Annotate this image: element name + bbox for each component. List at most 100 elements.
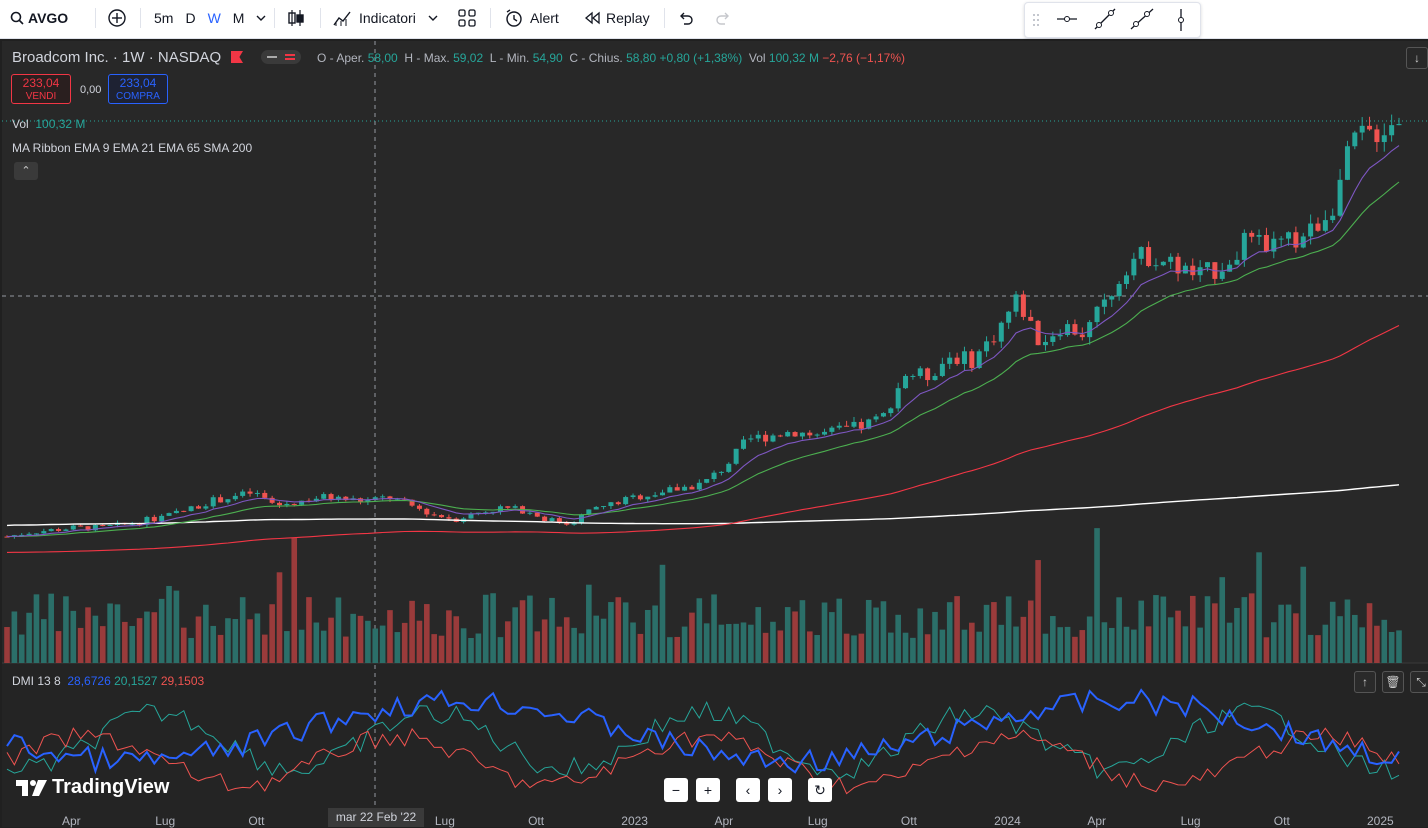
crosshair-date-label: mar 22 Feb '22	[328, 808, 424, 827]
scroll-left-button[interactable]: ‹	[736, 778, 760, 802]
compare-button[interactable]	[107, 0, 127, 36]
candle	[100, 525, 106, 527]
scroll-right-button[interactable]: ›	[768, 778, 792, 802]
volume-bar	[1116, 597, 1122, 663]
volume-bar	[755, 607, 762, 663]
vertical-line-icon[interactable]	[1178, 9, 1184, 31]
divider	[490, 8, 491, 28]
zoom-out-button[interactable]: −	[664, 778, 688, 802]
candle	[556, 518, 562, 523]
candle	[240, 491, 246, 496]
open-value: 58,00	[367, 51, 398, 65]
candle	[1263, 235, 1269, 252]
volume-bar	[328, 617, 334, 663]
timeframe-m[interactable]: M	[232, 10, 245, 26]
volume-bar	[880, 601, 887, 663]
volume-bar	[770, 621, 776, 663]
candle	[26, 533, 32, 535]
replay-button[interactable]: Replay	[584, 0, 650, 36]
candle	[873, 416, 879, 420]
volume-bar	[306, 597, 312, 663]
plus-di-value: 20,1527	[114, 674, 158, 688]
flag-icon[interactable]	[231, 51, 243, 63]
volume-bar	[357, 615, 364, 663]
volume-bar	[836, 598, 843, 663]
drag-handle-icon[interactable]	[1033, 14, 1039, 26]
symbol-search[interactable]: AVGO	[10, 0, 68, 36]
chart-area[interactable]: Broadcom Inc. · 1W · NASDAQ O - Aper. 58…	[2, 41, 1428, 828]
volume-bar	[1248, 593, 1255, 663]
timeframe-d[interactable]: D	[185, 10, 196, 26]
visibility-toggle[interactable]	[261, 50, 301, 64]
spread-value: 0,00	[80, 84, 102, 96]
volume-bar	[342, 636, 349, 663]
sell-button[interactable]: 233,04 VENDI	[11, 74, 71, 104]
candle	[291, 503, 297, 505]
price-chart[interactable]	[2, 41, 1428, 827]
candle	[277, 502, 283, 506]
candle	[741, 439, 747, 449]
reset-chart-button[interactable]: ↻	[808, 778, 832, 802]
indicators-button[interactable]: Indicatori	[333, 0, 438, 36]
candle	[947, 357, 953, 364]
candle	[696, 482, 702, 490]
volume-bar	[689, 612, 695, 663]
candle	[431, 514, 437, 516]
volume-bar	[107, 603, 113, 663]
volume-bar	[519, 600, 526, 663]
trash-icon[interactable]: 🗑	[1382, 671, 1404, 693]
chevron-down-icon[interactable]	[428, 13, 438, 23]
candle	[895, 388, 901, 409]
volume-bar	[232, 619, 239, 663]
layouts-button[interactable]	[458, 0, 476, 36]
ray-icon[interactable]	[1130, 8, 1154, 30]
candle	[733, 448, 739, 464]
volume-bar	[482, 594, 489, 663]
chevron-down-icon[interactable]	[256, 13, 266, 23]
buy-button[interactable]: 233,04 COMPRA	[108, 74, 168, 104]
volume-bar	[1293, 613, 1299, 663]
arrow-down-icon[interactable]: ↓	[1406, 47, 1428, 69]
indicators-icon	[333, 11, 351, 26]
volume-bar	[1108, 627, 1115, 663]
dmi-pane-background	[2, 663, 1428, 827]
candle	[1308, 223, 1314, 237]
candle	[630, 495, 636, 498]
timeframe-w[interactable]: W	[207, 10, 221, 26]
collapse-legend-button[interactable]: ⌃	[14, 162, 38, 180]
candle	[623, 497, 629, 505]
volume-bar	[1256, 552, 1262, 663]
alert-button[interactable]: Alert	[504, 0, 559, 36]
timeframe-group: 5m D W M	[154, 0, 266, 36]
volume-bar	[711, 594, 717, 663]
volume-bar	[63, 596, 69, 663]
volume-bar	[740, 622, 747, 663]
move-pane-up-icon[interactable]: ↑	[1354, 671, 1376, 693]
volume-bar	[1072, 636, 1078, 663]
undo-button[interactable]	[677, 0, 693, 36]
volume-bar	[1138, 600, 1145, 663]
horizontal-line-icon[interactable]	[1057, 16, 1077, 22]
volume-bar	[438, 635, 445, 663]
candle	[1352, 132, 1358, 147]
redo-button[interactable]	[716, 0, 732, 36]
trend-line-icon[interactable]	[1094, 8, 1116, 30]
time-axis-label: Lug	[807, 814, 828, 828]
candle	[1028, 316, 1034, 321]
volume-bar	[946, 602, 953, 663]
volume-bar	[276, 572, 283, 663]
candle	[667, 487, 673, 493]
volume-bar	[151, 612, 158, 663]
candle	[1168, 256, 1174, 262]
time-axis-label: Ott	[248, 814, 265, 828]
maximize-pane-icon[interactable]: ⤡	[1410, 671, 1428, 693]
change-value: +0,80 (+1,38%)	[659, 51, 743, 65]
volume-bar	[733, 623, 739, 663]
zoom-in-button[interactable]: +	[696, 778, 720, 802]
timeframe-5m[interactable]: 5m	[154, 10, 174, 26]
volume-bar	[681, 626, 688, 663]
volume-bar	[667, 637, 673, 663]
time-axis-label: Apr	[62, 814, 81, 828]
candle	[1057, 335, 1063, 337]
chart-type-button[interactable]	[287, 0, 305, 36]
